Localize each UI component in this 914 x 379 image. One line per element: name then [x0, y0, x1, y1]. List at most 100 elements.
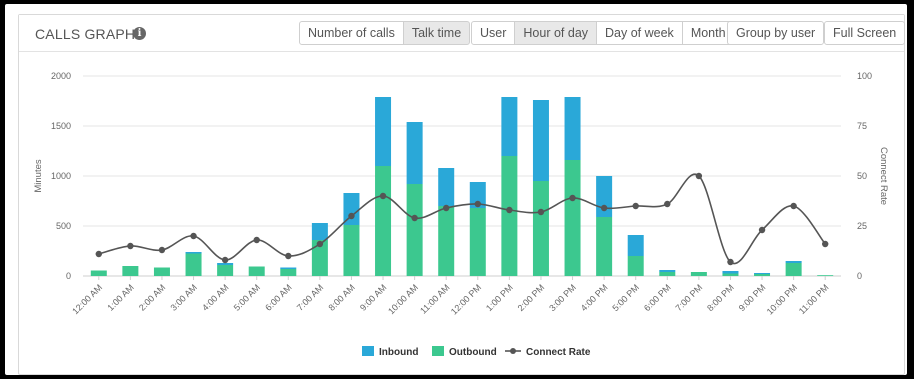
y2-axis-title: Connect Rate — [878, 147, 889, 205]
x-tick-label: 3:00 AM — [169, 282, 199, 312]
connect-rate-point — [632, 202, 639, 210]
full-screen-button[interactable]: Full Screen — [824, 21, 906, 45]
x-tick-label: 10:00 PM — [765, 282, 799, 316]
bar-outbound — [659, 272, 676, 276]
y-tick-label: 1000 — [51, 171, 71, 181]
bar-outbound — [785, 263, 802, 276]
info-icon[interactable]: i — [133, 27, 146, 40]
connect-rate-point — [190, 232, 197, 240]
bar-inbound — [375, 97, 392, 166]
connect-rate-point — [758, 226, 766, 234]
x-tick-label: 5:00 AM — [232, 282, 262, 312]
bar-outbound — [690, 272, 707, 276]
grouping-toggle: User Hour of day Day of week Month — [471, 21, 735, 45]
x-tick-label: 4:00 PM — [579, 282, 610, 313]
bar-inbound — [564, 97, 581, 160]
x-tick-label: 11:00 AM — [418, 282, 451, 315]
x-tick-label: 9:00 AM — [358, 282, 388, 312]
x-tick-label: 6:00 PM — [642, 282, 673, 313]
y2-tick-label: 0 — [857, 271, 862, 281]
connect-rate-line — [98, 173, 826, 265]
bar-outbound — [406, 184, 423, 276]
bar-outbound — [280, 269, 297, 276]
hour-of-day-button[interactable]: Hour of day — [514, 21, 598, 45]
bar-inbound — [659, 270, 676, 272]
connect-rate-point — [822, 240, 829, 248]
bar-outbound — [217, 265, 234, 276]
legend-connect-rate-label: Connect Rate — [526, 347, 591, 358]
y2-tick-label: 100 — [857, 71, 872, 81]
talk-time-button[interactable]: Talk time — [402, 21, 471, 45]
connect-rate-point — [727, 258, 734, 266]
group-by-user-button[interactable]: Group by user — [727, 21, 825, 45]
month-button[interactable]: Month — [681, 21, 735, 45]
bar-inbound — [785, 261, 802, 263]
x-tick-label: 11:00 PM — [797, 282, 831, 316]
x-tick-label: 12:00 PM — [449, 282, 483, 316]
bar-inbound — [501, 97, 518, 156]
x-tick-label: 8:00 AM — [326, 282, 356, 312]
legend-outbound-swatch — [432, 346, 444, 356]
number-of-calls-button[interactable]: Number of calls — [299, 21, 404, 45]
bar-inbound — [311, 223, 328, 240]
connect-rate-point — [253, 236, 260, 244]
x-tick-label: 8:00 PM — [705, 282, 736, 313]
x-tick-label: 4:00 AM — [200, 282, 230, 312]
bar-outbound — [754, 274, 771, 276]
y-tick-label: 1500 — [51, 121, 71, 131]
y-tick-label: 500 — [56, 221, 71, 231]
connect-rate-point — [790, 202, 797, 210]
y2-tick-label: 25 — [857, 221, 867, 231]
bar-inbound — [185, 252, 202, 254]
y-tick-label: 2000 — [51, 71, 71, 81]
bar-inbound — [438, 168, 455, 206]
bar-inbound — [627, 235, 644, 256]
connect-rate-point — [158, 246, 166, 254]
x-tick-label: 1:00 PM — [484, 282, 515, 313]
connect-rate-point — [569, 194, 576, 202]
x-tick-label: 1:00 AM — [105, 282, 135, 312]
connect-rate-point — [285, 252, 292, 260]
bar-inbound — [722, 271, 739, 274]
x-tick-label: 6:00 AM — [263, 282, 293, 312]
connect-rate-point — [695, 172, 703, 180]
connect-rate-point — [95, 250, 102, 258]
group-by-user-wrap: Group by user — [727, 21, 825, 45]
x-tick-label: 9:00 PM — [737, 282, 768, 313]
bar-inbound — [343, 193, 360, 225]
bar-inbound — [754, 273, 771, 274]
bar-outbound — [122, 266, 139, 276]
x-tick-label: 7:00 AM — [295, 282, 325, 312]
x-tick-label: 3:00 PM — [547, 282, 578, 313]
x-tick-label: 2:00 AM — [137, 282, 167, 312]
bar-outbound — [438, 206, 455, 276]
bar-outbound — [469, 208, 486, 276]
connect-rate-point — [127, 242, 134, 250]
calls-chart: 0 500 1000 1500 2000 0 25 50 75 100 Minutes Connect… — [33, 71, 889, 358]
bar-outbound — [248, 266, 265, 276]
connect-rate-point — [348, 212, 355, 220]
metric-toggle: Number of calls Talk time — [299, 21, 471, 45]
bar-outbound — [501, 156, 518, 276]
legend-outbound-label: Outbound — [449, 347, 497, 358]
connect-rate-point — [506, 206, 513, 214]
connect-rate-point — [600, 204, 608, 212]
bar-outbound — [185, 253, 202, 276]
day-of-week-button[interactable]: Day of week — [596, 21, 683, 45]
x-tick-label: 12:00 AM — [70, 282, 104, 316]
connect-rate-point — [221, 256, 229, 264]
page-title: CALLS GRAPH — [35, 26, 136, 42]
user-button[interactable]: User — [471, 21, 516, 45]
connect-rate-point — [443, 204, 450, 212]
bar-inbound — [280, 267, 297, 269]
bar-outbound — [375, 166, 392, 276]
bar-outbound — [722, 273, 739, 276]
x-tick-label: 2:00 PM — [516, 282, 547, 313]
bar-outbound — [596, 217, 613, 276]
y2-tick-label: 75 — [857, 121, 867, 131]
window-frame: CALLS GRAPH i Number of calls Talk time … — [5, 4, 907, 375]
connect-rate-point — [379, 192, 387, 200]
bar-outbound — [532, 181, 549, 276]
bar-outbound — [627, 256, 644, 276]
bar-inbound — [469, 182, 486, 208]
